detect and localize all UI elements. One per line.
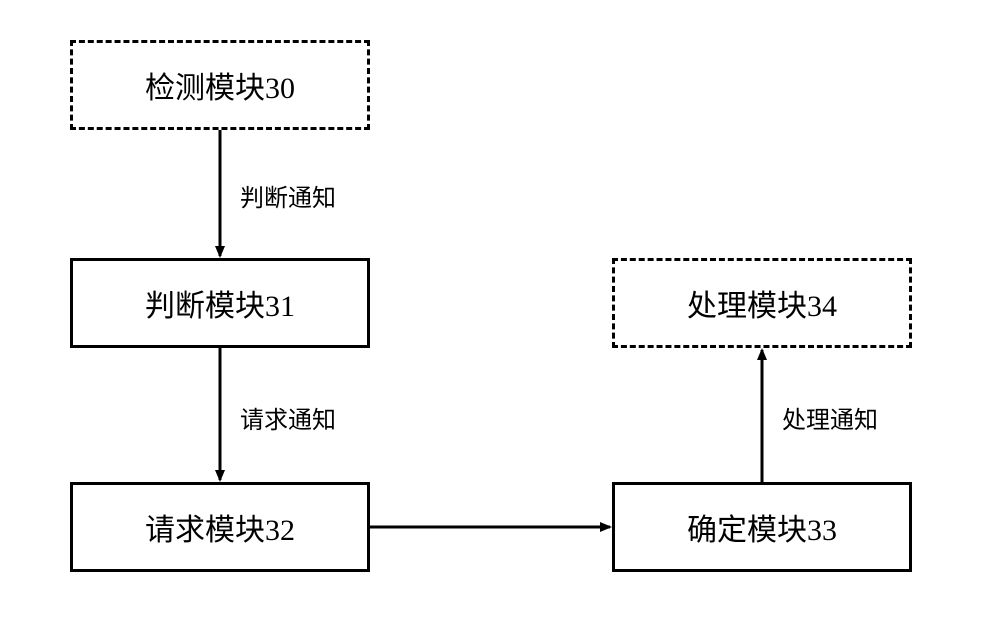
diagram-canvas: 检测模块30 判断模块31 请求模块32 确定模块33 处理模块34 判断通知 …	[0, 0, 1000, 642]
edge-label-judgment-notice: 判断通知	[240, 178, 336, 213]
node-label: 请求模块32	[145, 505, 295, 549]
node-determination-module: 确定模块33	[612, 482, 912, 572]
node-label: 检测模块30	[145, 63, 295, 107]
node-detection-module: 检测模块30	[70, 40, 370, 130]
edge-label-request-notice: 请求通知	[240, 400, 336, 435]
node-label: 处理模块34	[687, 281, 837, 325]
node-processing-module: 处理模块34	[612, 258, 912, 348]
node-label: 判断模块31	[145, 281, 295, 325]
node-label: 确定模块33	[687, 505, 837, 549]
node-request-module: 请求模块32	[70, 482, 370, 572]
node-judgment-module: 判断模块31	[70, 258, 370, 348]
edge-label-processing-notice: 处理通知	[782, 400, 878, 435]
